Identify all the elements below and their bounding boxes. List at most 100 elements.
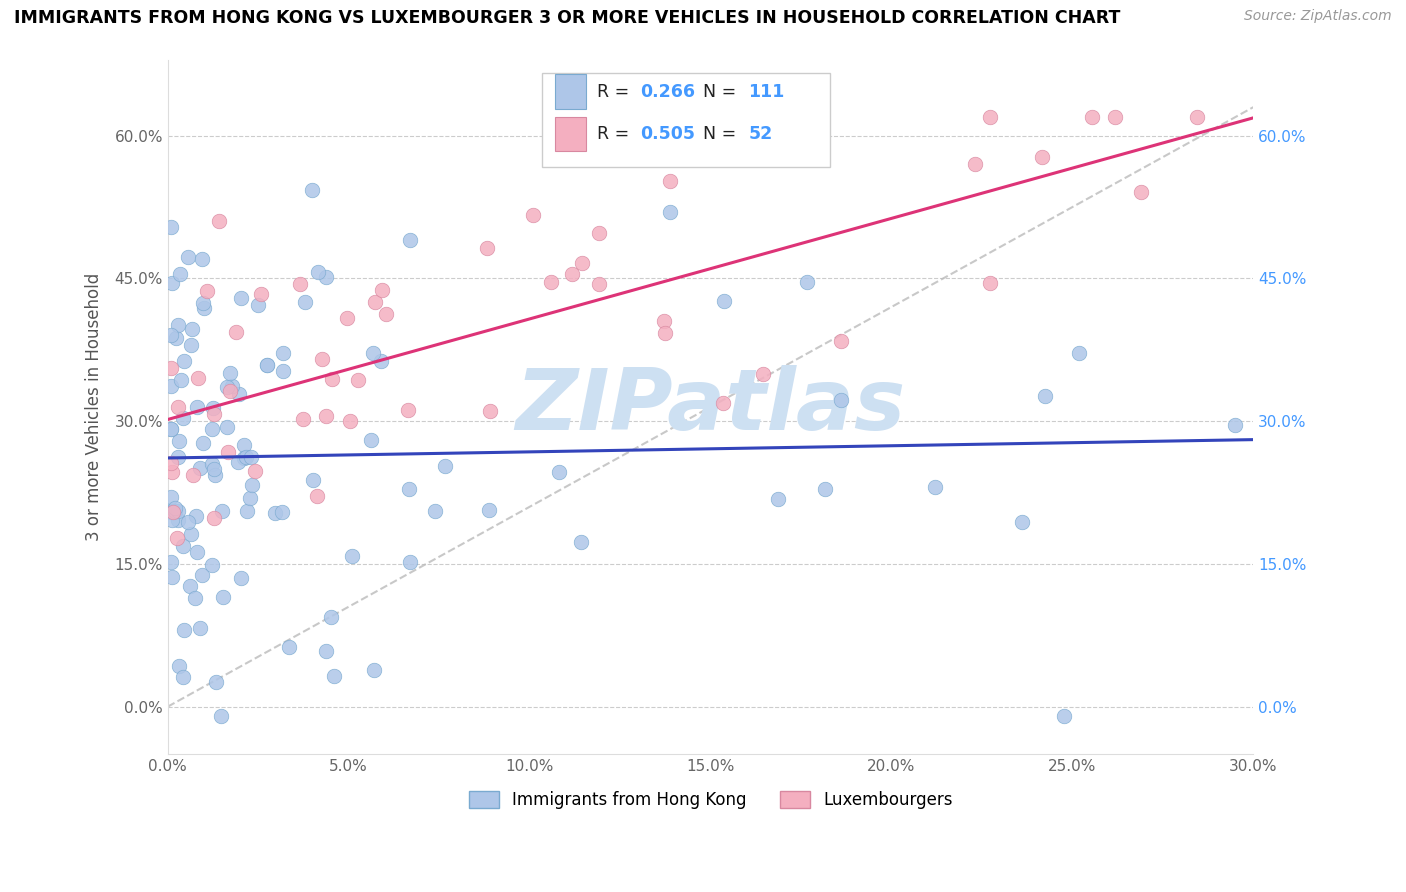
Point bbox=[363, 663, 385, 677]
Point bbox=[231, 571, 253, 585]
Point bbox=[548, 466, 571, 480]
Point bbox=[256, 358, 278, 372]
Text: Source: ZipAtlas.com: Source: ZipAtlas.com bbox=[1244, 9, 1392, 23]
Point bbox=[191, 296, 214, 310]
Point bbox=[301, 183, 323, 197]
Point bbox=[374, 307, 396, 321]
Text: 52: 52 bbox=[748, 125, 773, 143]
Point bbox=[162, 505, 184, 519]
Point bbox=[165, 501, 187, 516]
Point bbox=[1104, 110, 1126, 124]
Point bbox=[766, 492, 789, 507]
Point bbox=[963, 157, 986, 171]
Point bbox=[522, 208, 544, 222]
Point bbox=[751, 367, 773, 381]
Point bbox=[170, 373, 193, 387]
Point bbox=[713, 293, 735, 308]
Point bbox=[219, 384, 242, 399]
Point bbox=[315, 270, 337, 285]
Point bbox=[165, 331, 187, 345]
Point bbox=[201, 422, 224, 436]
Point bbox=[166, 318, 188, 332]
Point bbox=[160, 422, 183, 436]
Point bbox=[177, 515, 200, 529]
Point bbox=[814, 483, 837, 497]
Point bbox=[160, 505, 183, 519]
Point bbox=[1081, 110, 1104, 124]
Text: N =: N = bbox=[703, 125, 742, 143]
Point bbox=[256, 358, 278, 372]
Point bbox=[315, 644, 337, 658]
Point bbox=[160, 512, 183, 526]
Point bbox=[239, 450, 262, 464]
Point bbox=[184, 591, 207, 606]
Text: R =: R = bbox=[596, 125, 634, 143]
Point bbox=[187, 371, 209, 385]
Point bbox=[172, 670, 194, 684]
Point bbox=[201, 457, 224, 471]
Point bbox=[201, 401, 224, 415]
Point bbox=[654, 326, 676, 341]
Point bbox=[924, 480, 946, 494]
FancyBboxPatch shape bbox=[555, 117, 586, 152]
Point bbox=[235, 504, 257, 518]
Point bbox=[160, 361, 183, 376]
Point bbox=[160, 503, 183, 517]
Point bbox=[250, 286, 273, 301]
Text: IMMIGRANTS FROM HONG KONG VS LUXEMBOURGER 3 OR MORE VEHICLES IN HOUSEHOLD CORREL: IMMIGRANTS FROM HONG KONG VS LUXEMBOURGE… bbox=[14, 9, 1121, 27]
Legend: Immigrants from Hong Kong, Luxembourgers: Immigrants from Hong Kong, Luxembourgers bbox=[461, 784, 959, 815]
Point bbox=[339, 414, 361, 428]
Point bbox=[201, 558, 224, 573]
Point bbox=[169, 267, 191, 281]
Point bbox=[830, 334, 852, 348]
Point bbox=[190, 568, 212, 582]
Point bbox=[235, 450, 257, 464]
Point bbox=[1033, 389, 1056, 403]
Text: 0.266: 0.266 bbox=[640, 83, 695, 101]
Point bbox=[423, 504, 446, 518]
Point bbox=[315, 409, 337, 424]
FancyBboxPatch shape bbox=[555, 74, 586, 109]
Point bbox=[360, 433, 382, 447]
Point bbox=[569, 535, 592, 549]
Point bbox=[302, 474, 325, 488]
Point bbox=[271, 364, 294, 378]
Point bbox=[209, 709, 232, 723]
Point bbox=[278, 640, 301, 655]
Point bbox=[571, 256, 593, 270]
Point bbox=[221, 378, 243, 392]
Point bbox=[217, 420, 239, 434]
Point bbox=[323, 668, 346, 682]
Point bbox=[180, 527, 202, 541]
Point bbox=[193, 301, 215, 315]
Point bbox=[160, 277, 183, 291]
Point bbox=[172, 411, 194, 425]
Point bbox=[271, 505, 294, 519]
Point bbox=[160, 422, 183, 436]
Point bbox=[202, 462, 225, 476]
Point bbox=[830, 393, 852, 408]
Point bbox=[364, 295, 387, 310]
Point bbox=[658, 174, 681, 188]
Point bbox=[160, 456, 183, 470]
Point bbox=[363, 345, 385, 359]
Point bbox=[167, 513, 190, 527]
Point bbox=[233, 450, 256, 465]
Text: R =: R = bbox=[596, 83, 634, 101]
Point bbox=[166, 531, 188, 545]
Point bbox=[204, 468, 226, 483]
Point bbox=[163, 504, 186, 518]
Text: 0.505: 0.505 bbox=[640, 125, 695, 143]
Point bbox=[217, 380, 239, 394]
Point bbox=[434, 459, 457, 474]
Point bbox=[160, 556, 183, 570]
Point bbox=[796, 275, 818, 289]
Point bbox=[311, 351, 333, 366]
Point bbox=[271, 346, 294, 360]
Point bbox=[1052, 709, 1074, 723]
Point bbox=[186, 400, 208, 414]
Point bbox=[160, 466, 183, 480]
Text: ZIPatlas: ZIPatlas bbox=[516, 366, 905, 449]
Point bbox=[240, 477, 263, 491]
Point bbox=[202, 407, 225, 421]
